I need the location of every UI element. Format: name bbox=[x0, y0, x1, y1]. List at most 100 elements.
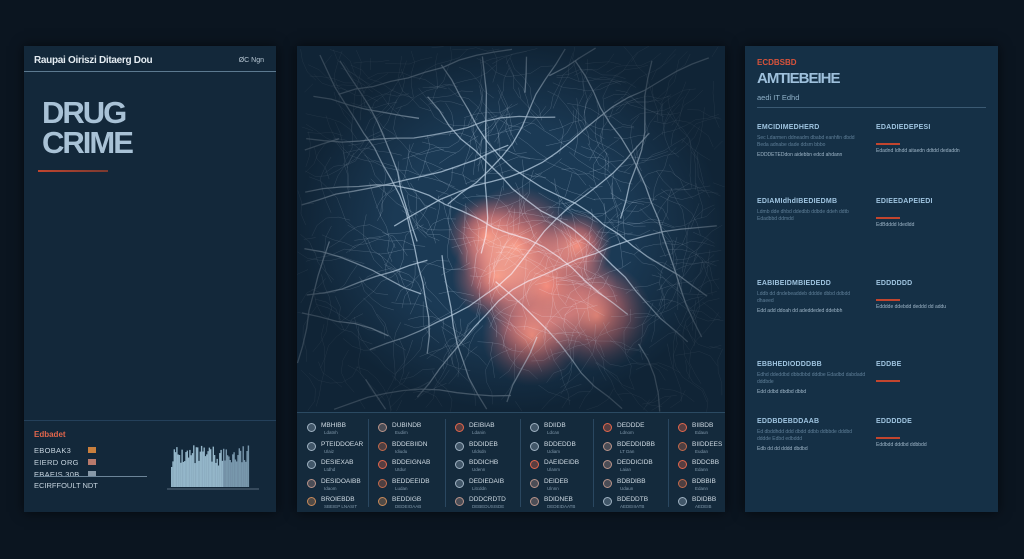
legend-entry[interactable]: DESIEXAB Ltdhd bbox=[303, 458, 373, 475]
chart-bar bbox=[233, 452, 235, 487]
chart-bar bbox=[219, 453, 221, 487]
category-icon bbox=[378, 478, 387, 488]
legend-sublabel: Laian bbox=[620, 467, 632, 472]
legend-column: DEDDDE Ldnom BDEDDIDBB LT Dan DEDDICIDB Laian… bbox=[599, 421, 669, 514]
legend-entry[interactable]: DEDIEDAIB Litcddn bbox=[451, 477, 521, 494]
section-note: Edddde ddebdd deddd dd addu bbox=[876, 304, 947, 310]
report-section: EDDBDEBDDAAB Ed dbddhdd ddd dbdd ddbb ddb… bbox=[757, 418, 867, 453]
chart-bar bbox=[189, 449, 191, 487]
accent-bar bbox=[876, 143, 900, 145]
hero-title: DRUG CRIME bbox=[42, 97, 134, 160]
legend-entry[interactable]: BIIBDB Edaun bbox=[674, 421, 744, 438]
report-section: EDIAMIdhdIBEDIEDMB Ldmb dde dhbd ddedbb d… bbox=[757, 198, 867, 223]
legend-entry[interactable]: DEIBIAB Ldanin bbox=[451, 421, 521, 438]
chart-bar bbox=[204, 456, 207, 487]
legend-label: BDDEIGNAB bbox=[392, 459, 431, 466]
crime-heat-map[interactable] bbox=[297, 46, 725, 412]
legend-entry[interactable]: BIIDDEES Eudan bbox=[674, 440, 744, 457]
section-heading: EDDDDDE bbox=[876, 418, 913, 425]
section-heading: EDDBE bbox=[876, 361, 902, 368]
chart-bar bbox=[181, 449, 183, 487]
right-panel: ECDBSBD AMTIEBEIHE aedi IT Edhd EMCIDIME… bbox=[745, 46, 998, 512]
legend-entry[interactable]: BDDEIGNAB Utdur bbox=[374, 458, 444, 475]
legend-label: BIIBDB bbox=[692, 422, 714, 429]
category-icon bbox=[378, 460, 387, 469]
legend-entry[interactable]: DEDDICIDB Laian bbox=[599, 458, 669, 475]
legend-entry[interactable]: DUBINDB Eudim bbox=[374, 421, 444, 438]
chart-bar bbox=[215, 462, 217, 487]
legend-entry[interactable]: BEDDIGB DEDEIOAAB bbox=[374, 495, 444, 512]
legend-item: EIERD ORG bbox=[34, 458, 79, 467]
legend-entry[interactable]: BDIIDB Ldcan bbox=[526, 421, 596, 438]
legend-entry[interactable]: BDDICHB Udenn bbox=[451, 458, 521, 475]
legend-label: DEIDEB bbox=[544, 477, 569, 485]
legend-label: BDIDBB bbox=[692, 496, 717, 503]
legend-label: DESIEXAB bbox=[321, 459, 354, 466]
report-section: EDDDDDD Edddde ddebdd deddd dd addu bbox=[876, 280, 986, 311]
legend-sublabel: Ulnnn bbox=[547, 485, 559, 491]
legend-label: BDDEBIIDN bbox=[392, 440, 428, 448]
legend-label: BDIIDB bbox=[544, 422, 566, 429]
legend-label: PTEIDDOEAR bbox=[321, 440, 364, 448]
chart-bar bbox=[225, 449, 227, 487]
divider bbox=[445, 419, 446, 507]
chart-bar bbox=[247, 445, 250, 487]
legend-sublabel: Litcddn bbox=[472, 485, 487, 491]
legend-entry[interactable]: BDBDIBB Udaun bbox=[599, 477, 669, 494]
category-icon bbox=[307, 460, 316, 469]
section-note: Edd add ddoah dd adeddeded ddebbh bbox=[757, 308, 843, 314]
chart-bar bbox=[243, 460, 246, 487]
legend-sublabel: Eudan bbox=[695, 448, 709, 454]
section-note: Eddbdd dddbd ddbbdd bbox=[876, 442, 927, 448]
legend-entry[interactable]: DEIDEB Ulnnn bbox=[526, 477, 596, 494]
legend-label: DESIDOAIBB bbox=[321, 477, 361, 485]
accent-line bbox=[38, 170, 108, 172]
map-panel: MBHIBB Ldatnh PTEIDDOEAR Ulaiz DESIEXAB Ltdhd… bbox=[297, 46, 725, 512]
category-icon bbox=[455, 423, 464, 432]
chart-bar bbox=[208, 447, 211, 487]
legend-sublabel: Ldcan bbox=[547, 430, 560, 435]
legend-sublabel: Idaom bbox=[324, 485, 337, 491]
legend-entry[interactable]: BDBBIB Edann bbox=[674, 477, 744, 494]
legend-entry[interactable]: BDIDNEB DEDEIDAATB bbox=[526, 495, 596, 512]
legend-entry[interactable]: BDIDBB AEDEIB bbox=[674, 495, 744, 512]
chart-bar bbox=[212, 446, 214, 487]
section-note: Edd ddbd dbdbd dbbd bbox=[757, 389, 807, 395]
legend-entry[interactable]: BDDEDDB Udiam bbox=[526, 440, 596, 457]
hero-title-line2: CRIME bbox=[42, 125, 134, 160]
report-section: EDDDDDE Eddbdd dddbd ddbbdd bbox=[876, 418, 986, 449]
report-section: EABIBEIDMBIEDEDD Lddb dd dndebeaddeb dddd… bbox=[757, 280, 867, 315]
legend-entry[interactable]: BDDIDEB Uldsdn bbox=[451, 440, 521, 457]
section-heading: EDADIEDEPESI bbox=[876, 124, 931, 131]
legend-entry[interactable]: BDEDDTB AEDEIIIATB bbox=[599, 495, 669, 512]
legend-item: EBOBAK3 bbox=[34, 446, 72, 455]
chart-bar bbox=[220, 449, 222, 487]
category-icon bbox=[307, 497, 316, 506]
chart-bar bbox=[184, 461, 186, 487]
left-header-title: Raupai Oiriszi Ditaerg Dou bbox=[34, 55, 153, 66]
legend-entry[interactable]: DESIDOAIBB Idaom bbox=[303, 477, 373, 494]
section-heading: EBBHEDIODDDBB bbox=[757, 361, 822, 368]
accent-bar bbox=[876, 437, 900, 439]
chart-bar bbox=[241, 462, 243, 487]
section-text: Ed dbddhdd ddd dbdd ddbb ddbbde dddbd dd… bbox=[757, 429, 853, 442]
legend-entry[interactable]: PTEIDDOEAR Ulaiz bbox=[303, 440, 373, 457]
report-kicker: ECDBSBD bbox=[757, 58, 797, 67]
legend-label: DAEIDEIDB bbox=[544, 459, 580, 466]
legend-entry[interactable]: BROIEBDB SBEIEP LNASIT bbox=[303, 495, 373, 512]
divider bbox=[24, 71, 276, 72]
legend-entry[interactable]: DAEIDEIDB Ulanm bbox=[526, 458, 596, 475]
legend-entry[interactable]: DDDCRDTD DEBEDUSISDE bbox=[451, 495, 521, 512]
section-heading: EDDDDDD bbox=[876, 280, 913, 287]
divider bbox=[34, 476, 147, 477]
legend-label: BDBBIB bbox=[692, 477, 716, 485]
legend-entry[interactable]: BDEDDIDBB LT Dan bbox=[599, 440, 669, 457]
legend-entry[interactable]: BEDDEEIDB Ludan bbox=[374, 477, 444, 494]
legend-entry[interactable]: DEDDDE Ldnom bbox=[599, 421, 669, 438]
legend-entry[interactable]: BDDCBB Edann bbox=[674, 458, 744, 475]
chart-bar bbox=[203, 447, 205, 487]
legend-entry[interactable]: BDDEBIIDN Idiudu bbox=[374, 440, 444, 457]
chart-bar bbox=[239, 450, 242, 487]
legend-label: BDDIDEB bbox=[469, 440, 498, 448]
legend-entry[interactable]: MBHIBB Ldatnh bbox=[303, 421, 373, 438]
